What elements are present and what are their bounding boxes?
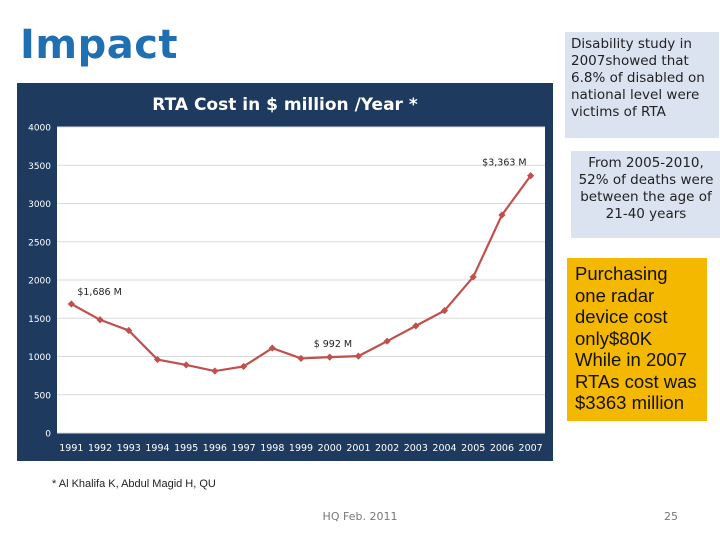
y-tick-label: 500 bbox=[34, 391, 51, 401]
x-tick-label: 2003 bbox=[404, 443, 428, 454]
x-tick-label: 2006 bbox=[490, 443, 514, 454]
x-tick-label: 1994 bbox=[145, 443, 169, 454]
x-tick-label: 2000 bbox=[318, 443, 342, 454]
data-point bbox=[383, 337, 391, 345]
y-tick-label: 1000 bbox=[28, 353, 51, 363]
x-tick-label: 1996 bbox=[203, 443, 227, 454]
source-footnote: * Al Khalifa K, Abdul Magid H, QU bbox=[52, 478, 216, 490]
y-tick-label: 3500 bbox=[28, 162, 51, 172]
data-point bbox=[96, 316, 104, 324]
x-tick-label: 1993 bbox=[117, 443, 141, 454]
y-tick-label: 2500 bbox=[28, 238, 51, 248]
data-label: $ 992 M bbox=[314, 339, 352, 350]
x-tick-label: 1997 bbox=[231, 443, 255, 454]
chart-panel: RTA Cost in $ million /Year * 0 500 1000 15… bbox=[17, 83, 553, 461]
y-tick-label: 0 bbox=[45, 430, 51, 440]
data-label: $3,363 M bbox=[482, 158, 526, 169]
x-tick-label: 2007 bbox=[519, 443, 543, 454]
chart-title: RTA Cost in $ million /Year * bbox=[152, 95, 418, 115]
y-tick-label: 3000 bbox=[28, 200, 51, 210]
data-point bbox=[67, 300, 75, 308]
footer-text: HQ Feb. 2011 bbox=[322, 510, 398, 523]
data-point bbox=[354, 352, 363, 360]
x-tick-label: 2002 bbox=[375, 443, 399, 454]
data-point bbox=[268, 344, 276, 352]
data-label: $1,686 M bbox=[77, 287, 121, 298]
line-chart: 0 500 1000 1500 2000 2500 3000 3500 4000 1991 1992… bbox=[28, 124, 545, 454]
data-point bbox=[498, 211, 506, 219]
radar-cost-note: Purchasing one radar device cost only$80… bbox=[567, 258, 707, 421]
page-number: 25 bbox=[664, 510, 678, 523]
x-tick-label: 1992 bbox=[88, 443, 112, 454]
disability-note: Disability study in 2007showed that 6.8%… bbox=[565, 32, 719, 138]
data-point bbox=[182, 361, 190, 369]
x-tick-label: 2004 bbox=[432, 443, 456, 454]
x-tick-label: 1999 bbox=[289, 443, 313, 454]
data-point bbox=[153, 355, 162, 364]
x-tick-label: 1991 bbox=[59, 443, 83, 454]
data-point bbox=[125, 326, 133, 335]
deaths-note: From 2005-2010, 52% of deaths were betwe… bbox=[571, 151, 720, 238]
data-point bbox=[527, 172, 535, 180]
x-tick-label: 1998 bbox=[260, 443, 284, 454]
x-tick-label: 2005 bbox=[461, 443, 485, 454]
y-tick-label: 2000 bbox=[28, 277, 51, 287]
data-point bbox=[469, 273, 477, 281]
data-point bbox=[326, 353, 334, 361]
data-point bbox=[297, 354, 305, 363]
y-tick-label: 1500 bbox=[28, 315, 51, 325]
data-point bbox=[239, 362, 248, 371]
slide-title: Impact bbox=[20, 22, 179, 68]
x-tick-label: 2001 bbox=[346, 443, 370, 454]
data-point bbox=[211, 367, 219, 375]
y-tick-label: 4000 bbox=[28, 124, 51, 134]
x-tick-label: 1995 bbox=[174, 443, 198, 454]
